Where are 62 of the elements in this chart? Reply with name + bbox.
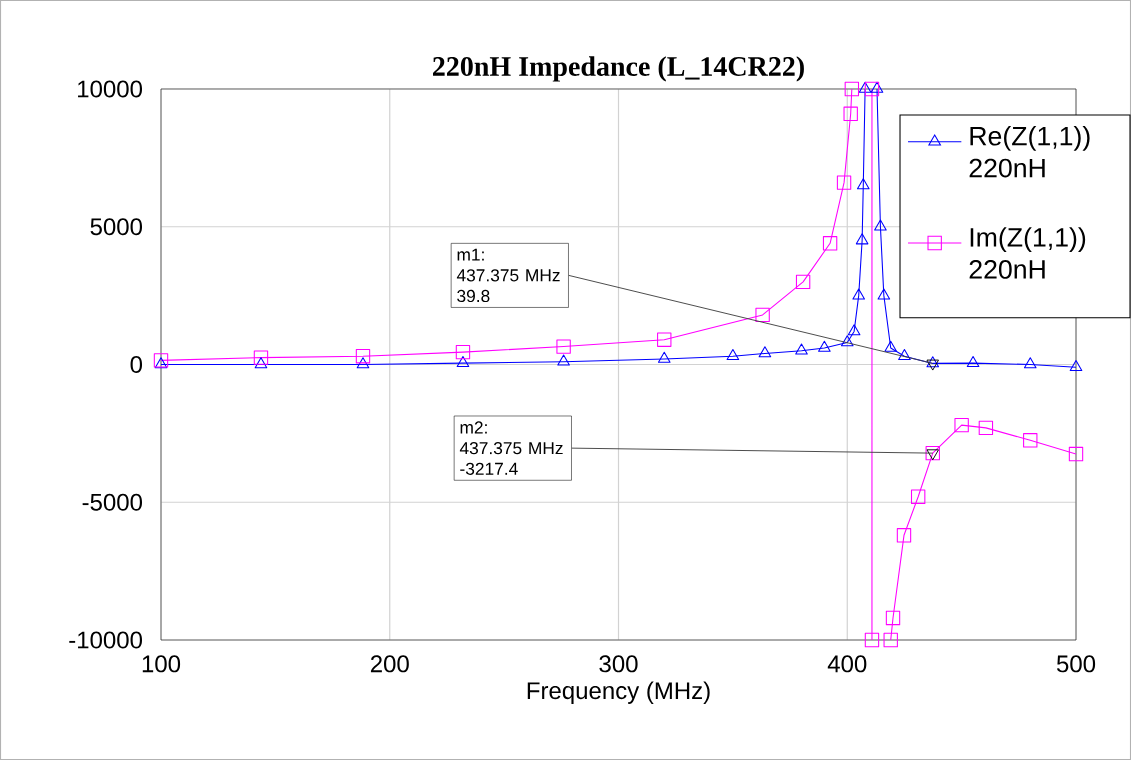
point (557, 354, 570, 366)
point (836, 175, 852, 190)
point (254, 357, 268, 369)
point (874, 219, 887, 231)
x-tick-label: 200 (370, 655, 409, 673)
x-tick-label: 100 (142, 655, 181, 673)
point (852, 288, 866, 300)
point (925, 445, 940, 461)
point (896, 528, 912, 543)
point (840, 335, 854, 347)
point (864, 632, 880, 648)
point (556, 339, 571, 354)
point (843, 106, 858, 121)
point (253, 350, 269, 365)
y-tick-label: 10000 (78, 80, 143, 98)
point (153, 353, 169, 368)
point (847, 324, 861, 336)
chart-title: 220nH Impedance (L_14CR22) (433, 56, 804, 82)
point (954, 417, 969, 433)
annotation: m1: 437.375 MHz 39.8 (456, 248, 560, 303)
y-tick-label: 0 (130, 355, 143, 373)
point (726, 349, 740, 361)
y-tick-label: -5000 (82, 493, 143, 511)
point (864, 81, 880, 97)
legend-label: Im(Z(1,1)) 220nH (969, 227, 1086, 279)
x-tick-label: 500 (1056, 655, 1096, 673)
point (795, 343, 808, 355)
point (856, 178, 870, 190)
point (355, 349, 371, 364)
point (356, 357, 370, 369)
y-tick-label: 5000 (90, 218, 143, 236)
point (966, 355, 980, 367)
point (1068, 446, 1084, 462)
x-axis-title: Frequency (MHz) (527, 681, 710, 704)
y-tick-label: -10000 (69, 631, 143, 649)
point (758, 346, 772, 358)
point (657, 332, 672, 347)
x-tick-label: 300 (599, 655, 638, 673)
point (456, 355, 470, 367)
point (877, 288, 891, 300)
point (1023, 433, 1038, 448)
point (795, 274, 811, 290)
point (978, 420, 994, 436)
point (855, 233, 869, 245)
point (1069, 360, 1083, 372)
point (818, 340, 831, 352)
point (755, 307, 770, 323)
x-tick-label: 400 (827, 655, 867, 673)
point (844, 81, 860, 97)
point (657, 351, 671, 363)
point (870, 81, 884, 93)
point (884, 340, 898, 352)
point (1023, 357, 1037, 369)
point (455, 344, 471, 360)
point (858, 81, 872, 93)
point (910, 489, 926, 504)
point (822, 236, 838, 251)
point (883, 632, 898, 648)
annotation: m2: 437.375 MHz -3217.4 (459, 421, 563, 475)
point (885, 610, 901, 626)
point (898, 349, 911, 361)
legend-label: Re(Z(1,1)) 220nH (969, 125, 1090, 178)
